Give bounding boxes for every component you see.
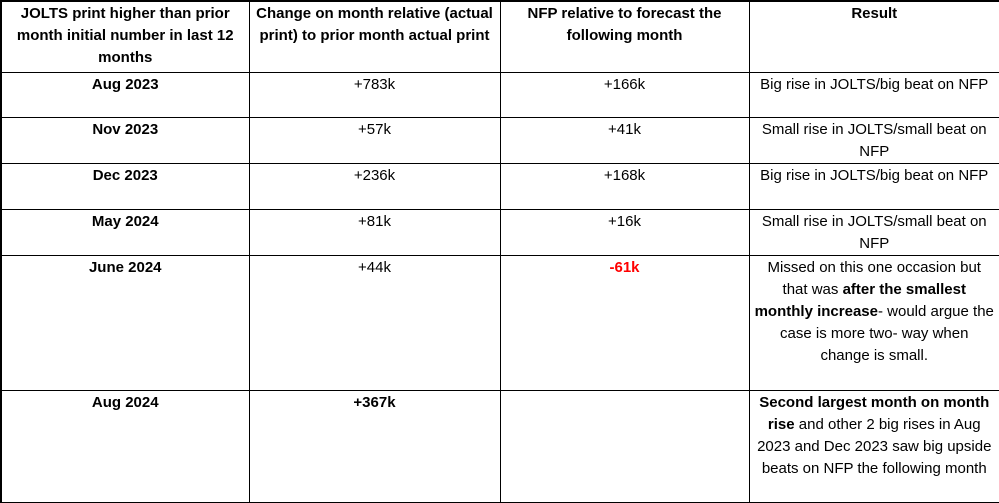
nfp-value-cell [499, 389, 750, 503]
table-row: Aug 2024 +367k Second largest month on mon… [0, 389, 999, 503]
result-text: Missed on this one occasion but that was [767, 258, 981, 298]
result-cell: Missed on this one occasion but that was… [748, 254, 999, 391]
result-cell: Second largest month on month rise and o… [748, 389, 999, 503]
month-cell: Aug 2023 [0, 71, 250, 118]
result-text: and other 2 big rises in Aug 2023 and De… [757, 415, 992, 477]
table-row: May 2024 +81k +16k Small rise in JOLTS/smal… [0, 208, 999, 256]
nfp-value-cell: -61k [499, 254, 750, 391]
table-row: Dec 2023 +236k +168k Big rise in JOLTS/big … [0, 162, 999, 210]
change-value-cell: +81k [248, 208, 501, 256]
month-cell: Aug 2024 [0, 389, 250, 503]
nfp-value-cell: +41k [499, 116, 750, 164]
change-value-cell: +783k [248, 71, 501, 118]
nfp-value-cell: +168k [499, 162, 750, 210]
header-result: Result [748, 0, 999, 73]
table-body: Aug 2023 +783k +166k Big rise in JOLTS/big … [0, 71, 999, 503]
month-cell: Dec 2023 [0, 162, 250, 210]
result-cell: Big rise in JOLTS/big beat on NFP [748, 71, 999, 118]
result-cell: Small rise in JOLTS/small beat on NFP [748, 208, 999, 256]
table-row: Aug 2023 +783k +166k Big rise in JOLTS/big … [0, 71, 999, 118]
change-value-cell: +367k [248, 389, 501, 503]
change-value-cell: +44k [248, 254, 501, 391]
result-text: Small rise in JOLTS/small beat on NFP [761, 120, 987, 160]
result-text: Big rise in JOLTS/big beat on NFP [760, 166, 989, 184]
nfp-value-cell: +166k [499, 71, 750, 118]
header-change: Change on month relative (actual print) … [248, 0, 501, 73]
result-text: Small rise in JOLTS/small beat on NFP [761, 212, 987, 252]
result-text: - would argue the case is more two- way … [780, 302, 994, 364]
header-row: JOLTS print higher than prior month init… [0, 0, 999, 73]
month-cell: May 2024 [0, 208, 250, 256]
table-row: June 2024 +44k -61k Missed on this one occa… [0, 254, 999, 391]
result-text-bold: Second largest month on month rise [759, 393, 990, 433]
result-cell: Big rise in JOLTS/big beat on NFP [748, 162, 999, 210]
change-value-cell: +57k [248, 116, 501, 164]
result-text: Big rise in JOLTS/big beat on NFP [760, 75, 989, 93]
result-cell: Small rise in JOLTS/small beat on NFP [748, 116, 999, 164]
header-nfp: NFP relative to forecast the following m… [499, 0, 750, 73]
month-cell: Nov 2023 [0, 116, 250, 164]
change-value-cell: +236k [248, 162, 501, 210]
nfp-value-cell: +16k [499, 208, 750, 256]
result-text-bold: after the smallest monthly increase [754, 280, 966, 320]
month-cell: June 2024 [0, 254, 250, 391]
table-row: Nov 2023 +57k +41k Small rise in JOLTS/smal… [0, 116, 999, 164]
header-jolts-month: JOLTS print higher than prior month init… [0, 0, 250, 73]
